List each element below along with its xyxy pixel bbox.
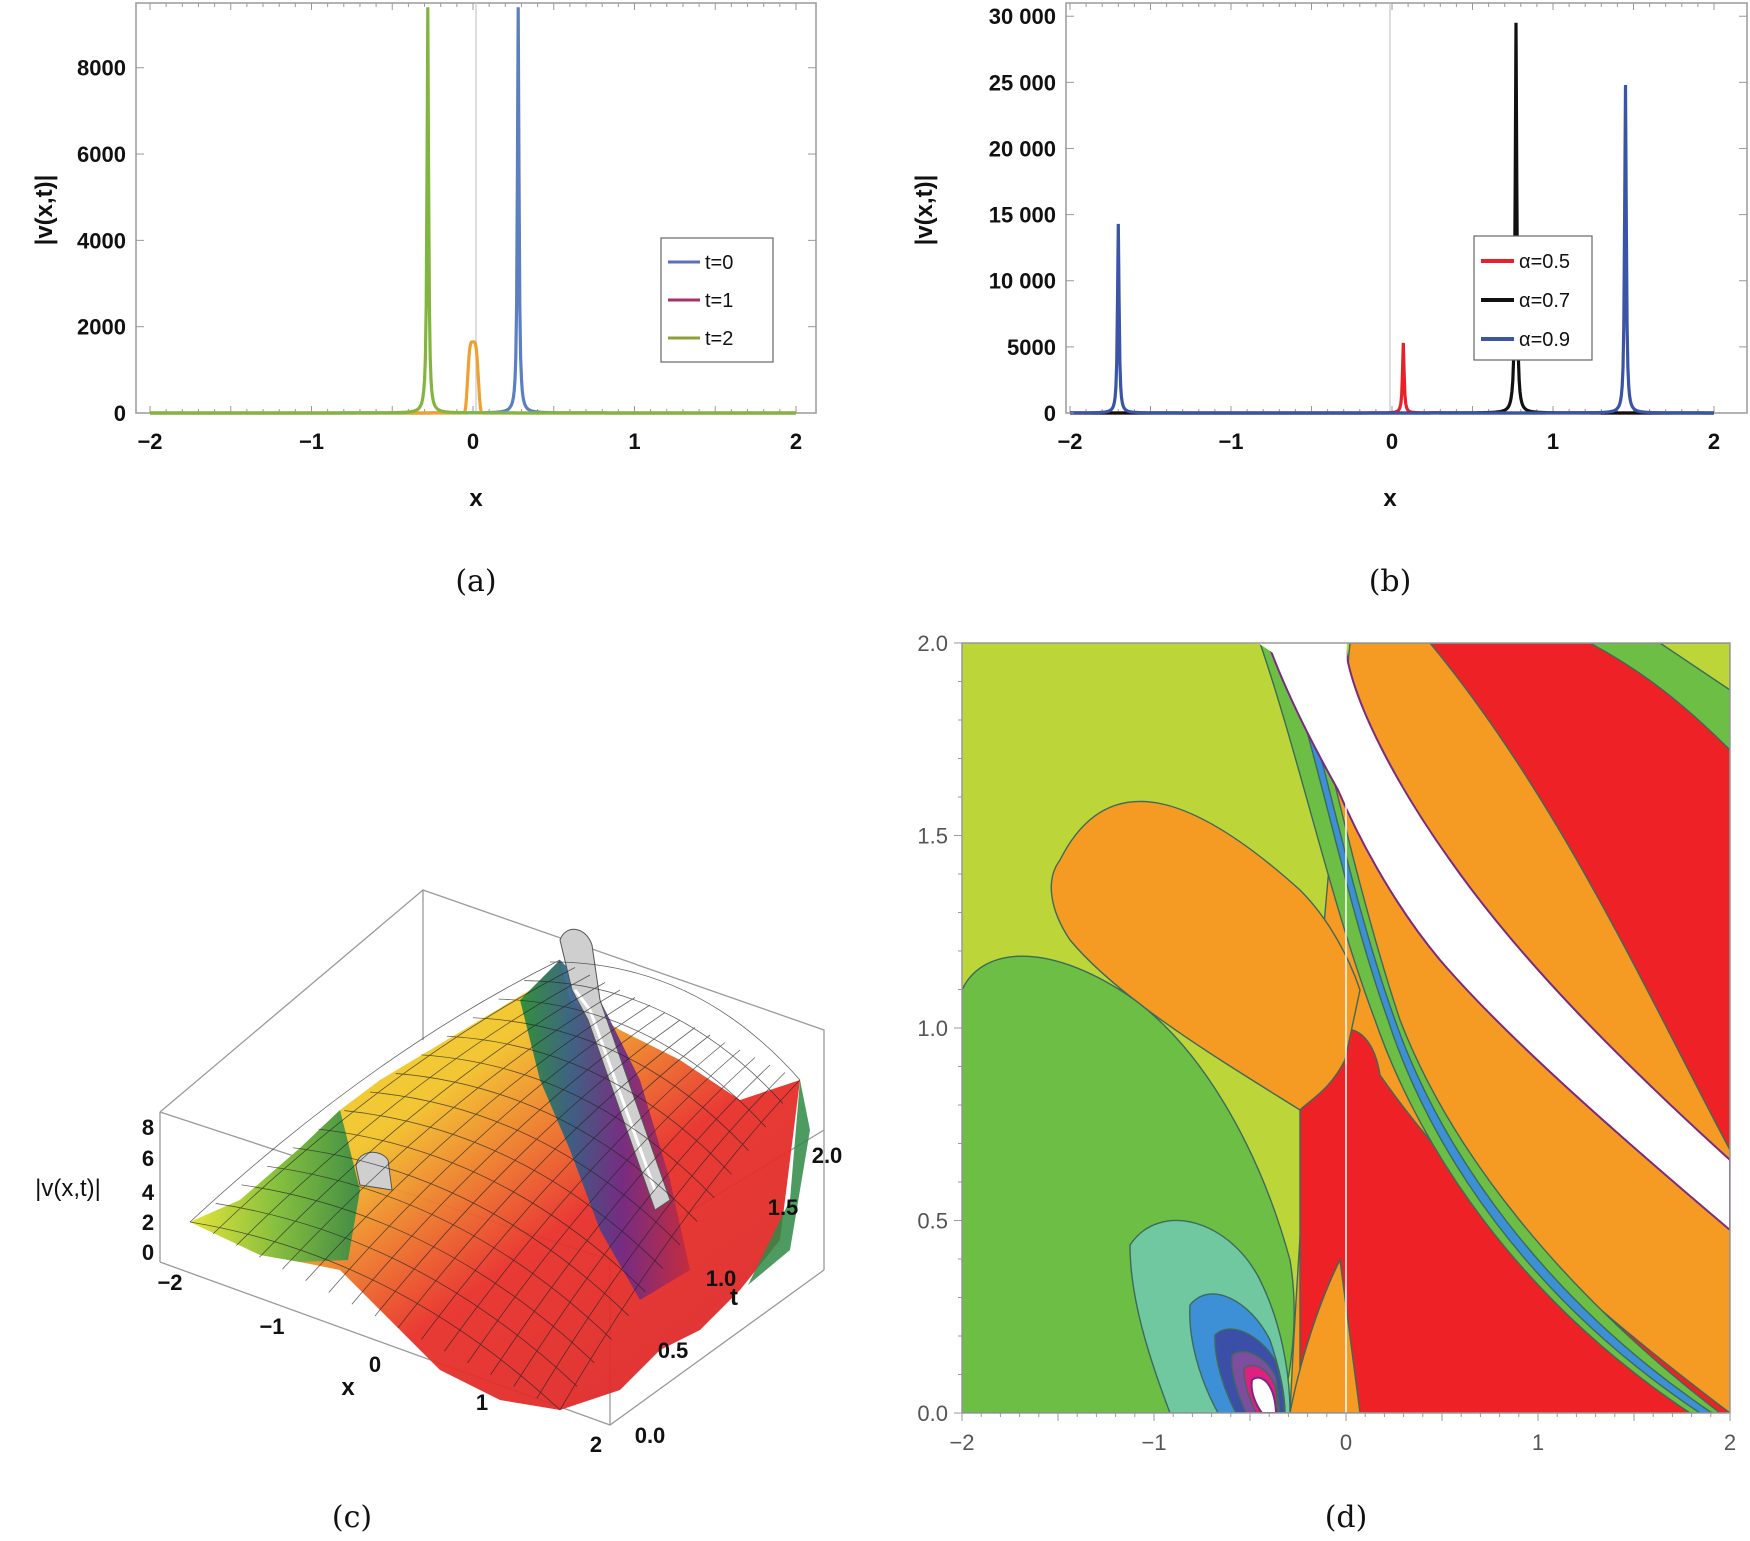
y-tick-label-b-0: 0 xyxy=(1044,401,1056,426)
caption-c: (c) xyxy=(332,1500,372,1535)
x-tick-label-b-1: −1 xyxy=(1218,429,1243,454)
z-tick-label-c-1: 2 xyxy=(142,1210,154,1235)
z-tick-label-c-4: 8 xyxy=(142,1115,154,1140)
x-tick-label-c-0: −2 xyxy=(157,1270,182,1295)
x-tick-label-d-4: 2 xyxy=(1724,1430,1736,1455)
legend-label-a-1: t=1 xyxy=(705,290,733,312)
legend-label-b-2: α=0.9 xyxy=(1519,329,1570,351)
y-tick-label-a-2: 4000 xyxy=(77,228,126,253)
y-tick-label-b-5: 25 000 xyxy=(989,70,1056,95)
y-tick-label-d-4: 2.0 xyxy=(917,631,948,656)
y-axis-label-a: |v(x,t)| xyxy=(31,175,58,246)
x-tick-label-b-3: 1 xyxy=(1547,429,1559,454)
series-line-b-2 xyxy=(1070,84,1714,415)
y-tick-label-b-4: 20 000 xyxy=(989,136,1056,161)
x-tick-label-b-2: 0 xyxy=(1386,429,1398,454)
y-tick-label-a-0: 0 xyxy=(114,401,126,426)
caption-a: (a) xyxy=(455,564,496,599)
x-tick-label-a-4: 2 xyxy=(790,429,802,454)
panel-c: −2 −1 0 1 2 0.0 0.5 1.0 1.5 2.0 0 2 4 6 8 |v(x,t)| x t… xyxy=(35,889,843,1535)
x-tick-label-c-3: 1 xyxy=(476,1390,488,1415)
x-tick-label-a-1: −1 xyxy=(299,429,324,454)
y-tick-label-d-2: 1.0 xyxy=(917,1016,948,1041)
panel-a: −2 −1 0 1 2 0 2000 4000 6000 8000 x |v(x,t)| t=0… xyxy=(31,2,817,599)
surface-3d xyxy=(189,928,810,1411)
panel-d: −2 −1 0 1 2 0.0 0.5 1.0 1.5 2.0 (d) xyxy=(917,631,1736,1535)
x-tick-label-c-4: 2 xyxy=(590,1432,602,1457)
y-tick-label-c-1: 0.5 xyxy=(658,1338,689,1363)
x-tick-label-d-0: −2 xyxy=(949,1430,974,1455)
y-tick-label-c-0: 0.0 xyxy=(635,1423,666,1448)
z-tick-label-c-2: 4 xyxy=(142,1180,155,1205)
legend-label-b-1: α=0.7 xyxy=(1519,290,1570,312)
caption-d: (d) xyxy=(1325,1500,1368,1535)
legend-a: t=0 t=1 t=2 xyxy=(660,237,774,363)
series-line-a-2 xyxy=(150,7,796,415)
y-tick-label-a-4: 8000 xyxy=(77,56,126,81)
legend-label-a-0: t=0 xyxy=(705,252,733,274)
y-tick-label-c-2: 1.0 xyxy=(706,1266,737,1291)
y-tick-label-a-3: 6000 xyxy=(77,142,126,167)
y-tick-label-b-2: 10 000 xyxy=(989,269,1056,294)
x-tick-label-c-1: −1 xyxy=(259,1314,284,1339)
y-tick-label-b-6: 30 000 xyxy=(989,4,1056,29)
plot-frame-b xyxy=(1065,2,1748,414)
x-tick-label-a-2: 0 xyxy=(467,429,479,454)
x-tick-label-c-2: 0 xyxy=(369,1352,381,1377)
x-tick-label-d-1: −1 xyxy=(1141,1430,1166,1455)
z-tick-label-c-3: 6 xyxy=(142,1146,154,1171)
legend-label-b-0: α=0.5 xyxy=(1519,251,1570,273)
x-tick-label-d-3: 1 xyxy=(1532,1430,1544,1455)
panel-b: −2 −1 0 1 2 0 5000 10 000 15 000 20 000 25 000 30 … xyxy=(911,2,1748,599)
x-axis-label-a: x xyxy=(469,485,483,512)
legend-b: α=0.5 α=0.7 α=0.9 xyxy=(1473,235,1593,361)
y-tick-label-d-0: 0.0 xyxy=(917,1401,948,1426)
legend-label-a-2: t=2 xyxy=(705,328,733,350)
z-axis-label-c: |v(x,t)| xyxy=(35,1175,101,1202)
y-tick-label-b-3: 15 000 xyxy=(989,203,1056,228)
y-axis-label-c: t xyxy=(730,1284,738,1311)
x-axis-label-c: x xyxy=(341,1374,355,1401)
y-tick-label-b-1: 5000 xyxy=(1007,335,1056,360)
y-tick-label-d-3: 1.5 xyxy=(917,824,948,849)
y-tick-label-a-1: 2000 xyxy=(77,315,126,340)
contour-fill xyxy=(962,643,1730,1413)
y-axis-label-b: |v(x,t)| xyxy=(911,175,938,246)
y-tick-label-d-1: 0.5 xyxy=(917,1209,948,1234)
y-tick-label-c-4: 2.0 xyxy=(812,1143,843,1168)
x-axis-label-b: x xyxy=(1383,485,1397,512)
y-tick-label-c-3: 1.5 xyxy=(768,1195,799,1220)
x-tick-label-a-0: −2 xyxy=(137,429,162,454)
x-tick-label-d-2: 0 xyxy=(1340,1430,1352,1455)
z-tick-label-c-0: 0 xyxy=(142,1240,154,1265)
caption-b: (b) xyxy=(1369,564,1412,599)
x-tick-label-b-0: −2 xyxy=(1057,429,1082,454)
x-tick-label-a-3: 1 xyxy=(628,429,640,454)
x-tick-label-b-4: 2 xyxy=(1708,429,1720,454)
series-line-b-0 xyxy=(1070,342,1714,415)
series-line-b-1 xyxy=(1070,22,1714,415)
